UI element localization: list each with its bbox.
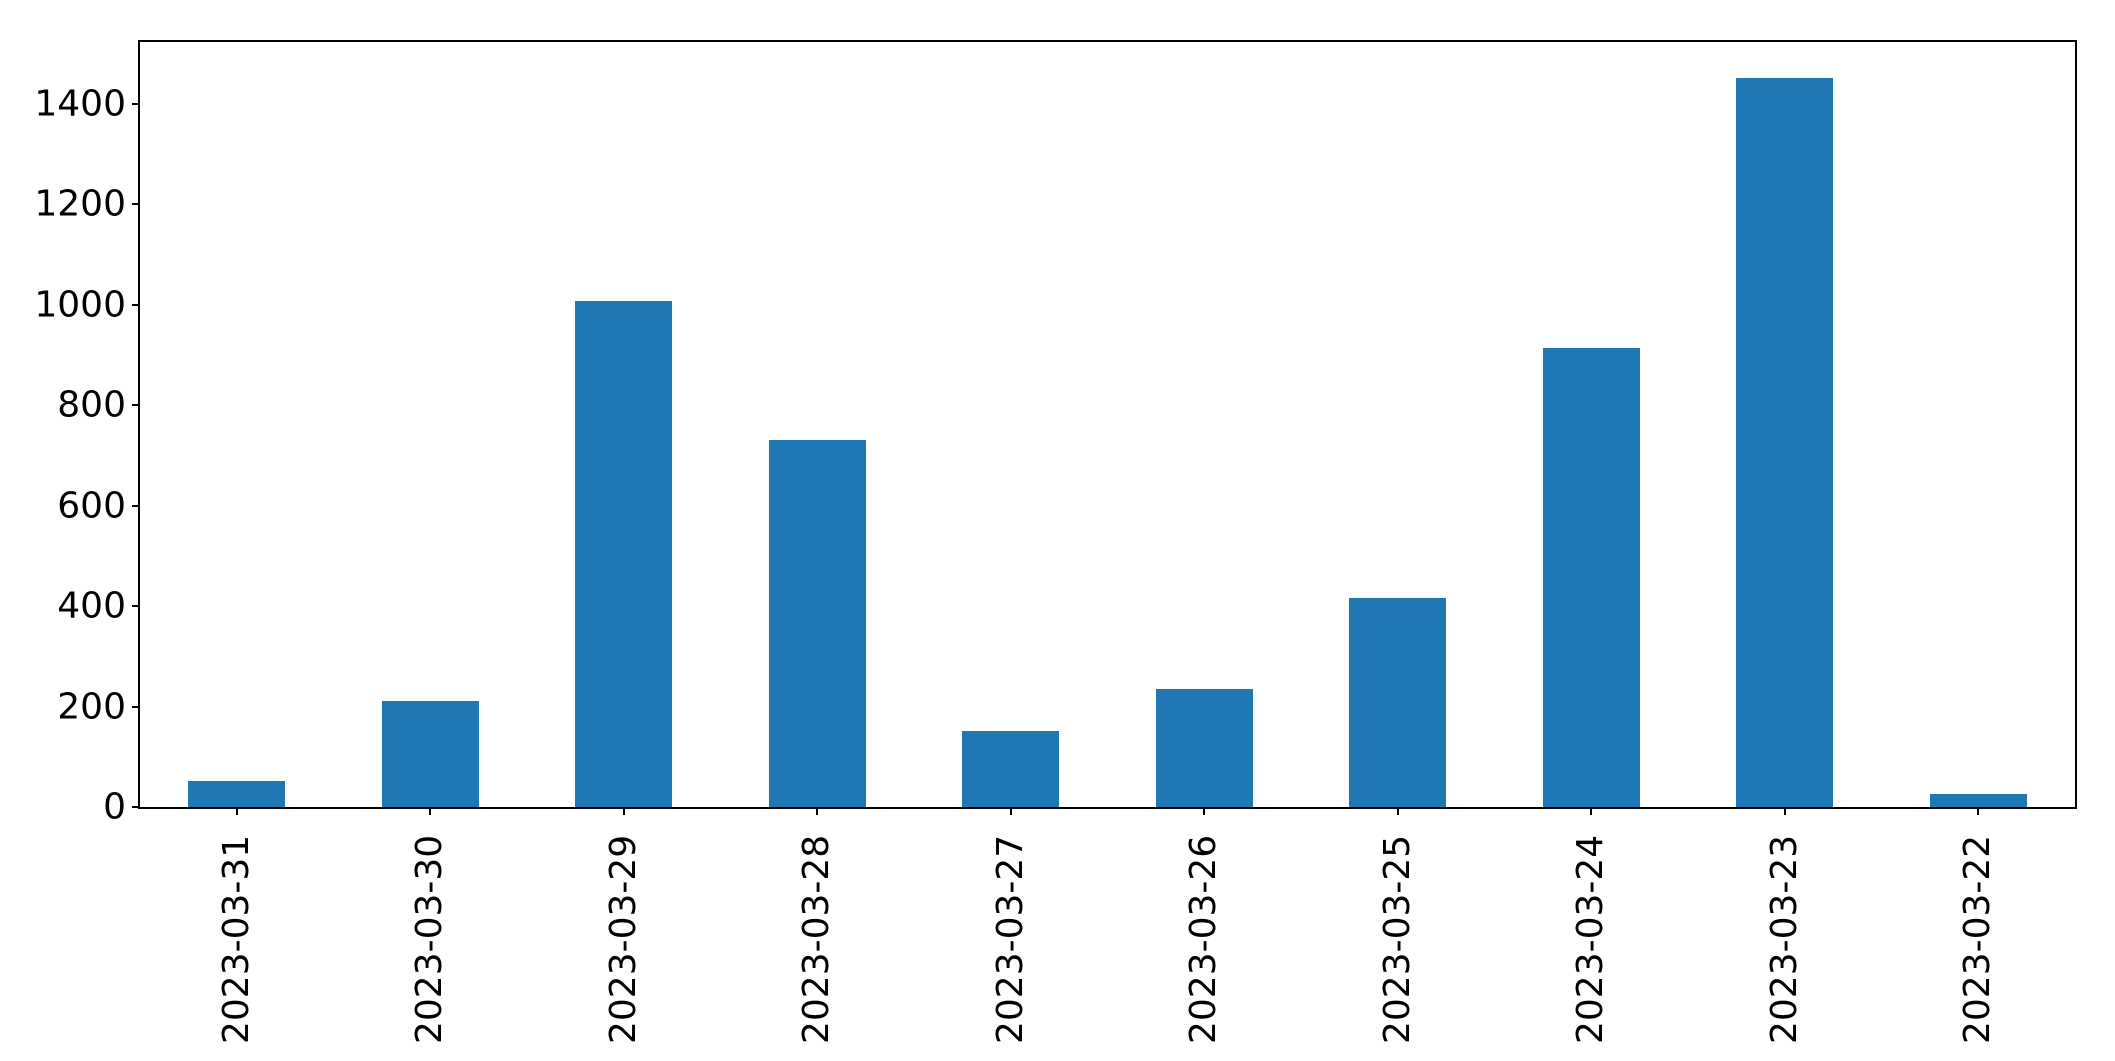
y-tick-mark (132, 705, 140, 708)
x-tick-mark (429, 807, 432, 815)
bar-slot (1108, 42, 1302, 807)
y-tick-label: 800 (57, 384, 126, 426)
x-tick-mark (816, 807, 819, 815)
bar-slot (334, 42, 528, 807)
y-tick-mark (132, 303, 140, 306)
x-tick-mark (1009, 807, 1012, 815)
bar-slot (721, 42, 915, 807)
y-tick-mark (132, 504, 140, 507)
y-tick-label: 0 (103, 786, 126, 828)
x-tick-mark (1203, 807, 1206, 815)
y-tick-label: 200 (57, 686, 126, 727)
x-tick-label: 2023-03-30 (409, 834, 451, 1044)
x-tick-label: 2023-03-23 (1763, 834, 1805, 1044)
bar-2023-03-28 (768, 440, 866, 807)
bar-2023-03-24 (1542, 348, 1640, 807)
plot-area: 0 200 400 600 800 1000 1200 1400 2023-03-31 2023… (34, 40, 2077, 1044)
x-tick-label: 2023-03-29 (602, 834, 644, 1044)
x-tick-mark (235, 807, 238, 815)
x-tick-label: 2023-03-22 (1957, 834, 1999, 1044)
bar-slot (1301, 42, 1495, 807)
y-tick-label: 1400 (34, 83, 126, 125)
x-tick-label: 2023-03-26 (1183, 834, 1225, 1044)
bar-2023-03-30 (381, 701, 479, 807)
bar-2023-03-27 (962, 730, 1060, 807)
x-tick-label: 2023-03-28 (796, 834, 838, 1044)
y-tick-mark (132, 203, 140, 206)
y-tick-label: 1200 (34, 183, 126, 225)
x-tick-label: 2023-03-31 (215, 834, 257, 1044)
bar-slot (914, 42, 1108, 807)
x-tick-mark (622, 807, 625, 815)
bar-slot (1495, 42, 1689, 807)
bars (140, 42, 2075, 807)
y-tick-label: 600 (57, 485, 126, 527)
x-tick-label: 2023-03-24 (1570, 834, 1612, 1044)
y-tick-label: 400 (57, 585, 126, 627)
y-tick-mark (132, 806, 140, 808)
y-tick-mark (132, 102, 140, 105)
bar-2023-03-26 (1155, 689, 1253, 807)
bar-slot (1688, 42, 1882, 807)
bar-slot (527, 42, 721, 807)
bar-2023-03-23 (1736, 78, 1834, 807)
y-tick-label: 1000 (34, 284, 126, 326)
bar-slot (140, 42, 334, 807)
x-tick-mark (1396, 807, 1399, 815)
bar-slot (1882, 42, 2076, 807)
x-tick-mark (1783, 807, 1786, 815)
bar-2023-03-29 (575, 300, 673, 807)
bar-2023-03-25 (1349, 597, 1447, 807)
bar-2023-03-22 (1929, 794, 2027, 807)
x-tick-mark (1977, 807, 1980, 815)
y-tick-mark (132, 605, 140, 607)
x-tick-label: 2023-03-25 (1376, 834, 1418, 1044)
x-tick-label: 2023-03-27 (989, 834, 1031, 1044)
x-tick-mark (1590, 807, 1593, 815)
bar-2023-03-31 (188, 780, 286, 807)
y-tick-mark (132, 404, 140, 407)
